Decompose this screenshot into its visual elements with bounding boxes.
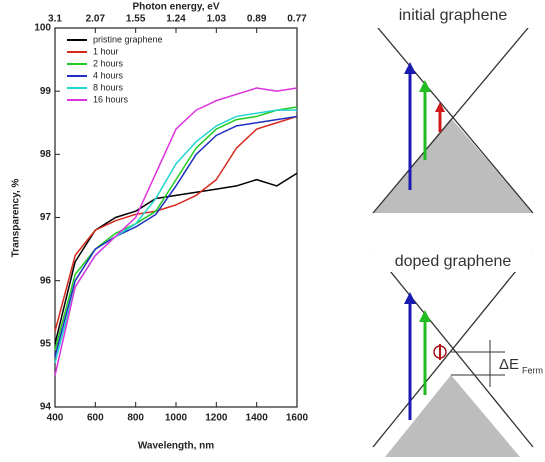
y-tick-label: 96 <box>40 275 52 286</box>
x2-tick-label: 1.03 <box>207 14 227 25</box>
x-tick-label: 800 <box>127 413 144 424</box>
diagram-title: doped graphene <box>395 253 512 270</box>
y-tick-label: 99 <box>40 86 52 97</box>
x2-tick-label: 0.77 <box>287 14 307 25</box>
series-line <box>54 115 298 357</box>
x2-tick-label: 0.89 <box>247 14 267 25</box>
legend-label: 4 hours <box>93 70 124 80</box>
valence-cone <box>385 375 520 457</box>
x2-tick-label: 3.1 <box>48 14 62 25</box>
y-tick-label: 100 <box>34 23 51 34</box>
legend-label: 2 hours <box>93 58 124 68</box>
plot-frame <box>54 27 298 408</box>
x2-tick-label: 2.07 <box>86 14 106 25</box>
x-axis-label: Wavelength, nm <box>138 441 214 452</box>
y-axis-label: Transparency, % <box>11 179 22 258</box>
delta-label: ΔE <box>499 356 519 373</box>
arrow-head <box>435 102 445 112</box>
x-tick-label: 1000 <box>165 413 188 424</box>
arrow-head <box>404 62 416 74</box>
x-tick-label: 600 <box>87 413 104 424</box>
x-tick-label: 400 <box>47 413 64 424</box>
series-line <box>54 172 298 345</box>
x-tick-label: 1200 <box>205 413 228 424</box>
arrow-head <box>419 80 431 92</box>
x2-axis-label: Photon energy, eV <box>132 2 219 13</box>
legend-label: pristine graphene <box>93 34 163 44</box>
arrow-head <box>419 310 431 322</box>
y-tick-label: 95 <box>40 338 52 349</box>
legend-label: 16 hours <box>93 94 129 104</box>
legend-label: 1 hour <box>93 46 119 56</box>
title-bg <box>370 250 535 272</box>
cone-line <box>372 21 534 214</box>
diagram-doped: doped graphene ΔE Ferm <box>370 249 543 457</box>
series-line <box>54 106 298 351</box>
series-line <box>54 87 298 376</box>
valence-cone <box>373 118 533 213</box>
arrow-head <box>404 292 416 304</box>
x2-tick-label: 1.24 <box>166 14 186 25</box>
legend-label: 8 hours <box>93 82 124 92</box>
cone-line <box>372 249 534 448</box>
series-line <box>54 115 298 332</box>
y-tick-label: 97 <box>40 212 52 223</box>
y-tick-label: 98 <box>40 149 52 160</box>
y-tick-label: 94 <box>40 402 52 413</box>
x-tick-label: 1600 <box>286 413 309 424</box>
x-tick-label: 1400 <box>246 413 269 424</box>
diagram-initial: initial graphene <box>370 4 535 214</box>
title-bg <box>370 4 535 28</box>
delta-subscript: Ferm <box>522 365 543 375</box>
x2-tick-label: 1.55 <box>126 14 146 25</box>
diagram-title: initial graphene <box>399 7 508 24</box>
